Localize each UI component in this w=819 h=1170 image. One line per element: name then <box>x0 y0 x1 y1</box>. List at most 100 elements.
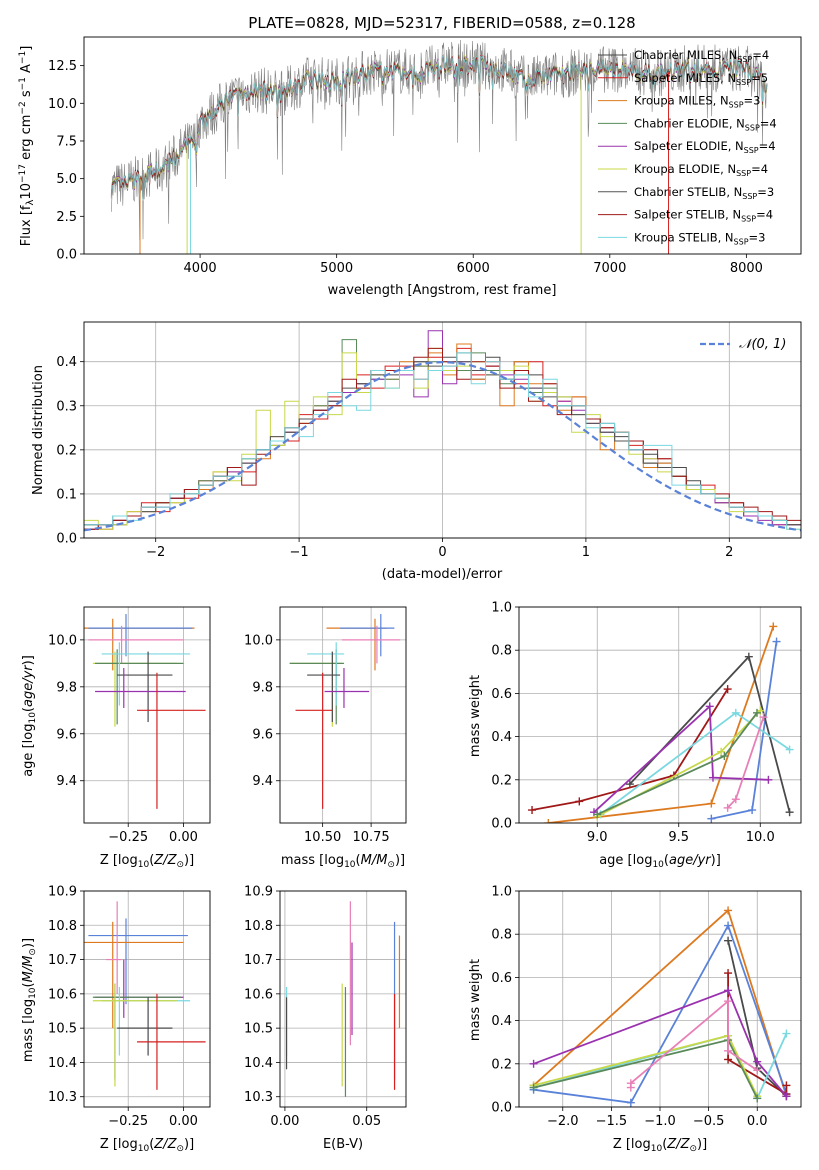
weight_vs_Z-lines <box>529 906 791 1107</box>
age_vs_mass-ytick-label: 10.0 <box>244 633 273 648</box>
age_vs_Z-xtick-label: 0.00 <box>169 830 198 845</box>
plus-marker <box>782 1092 791 1101</box>
residuals-xtick-label: 0 <box>438 545 446 560</box>
legend-subscript: SSP <box>729 101 744 110</box>
mass-vs-ebv-panel: 0.00 0.05 10.3 10.4 10.5 10.6 10.7 10.8 10.9 <box>244 885 407 1129</box>
plus-marker <box>724 1055 733 1064</box>
mass_vs_Z-ytick-label: 10.5 <box>48 1022 77 1037</box>
weight_vs_Z-xtick-label: 0.0 <box>747 1114 768 1129</box>
spectrum-lines <box>110 39 768 254</box>
legend-subscript: SSP <box>737 55 752 64</box>
plus-marker <box>724 986 733 995</box>
mass_vs_EBV-xtick-label: 0.05 <box>352 1114 381 1129</box>
residuals-ytick-label: 0.0 <box>56 532 77 547</box>
mass_vs_EBV-xtick-label: 0.00 <box>270 1114 299 1129</box>
spectrum-ylabel: Flux [fλ10−17 erg cm−2 s−1 A−1] <box>18 46 36 247</box>
plus-marker <box>731 795 740 804</box>
wZ-ylabel: mass weight <box>468 959 483 1041</box>
weight-line <box>531 688 729 811</box>
mass_vs_Z-ytick-label: 10.7 <box>48 953 77 968</box>
data-point <box>137 672 206 809</box>
residuals-ylabel: Normed distribution <box>31 365 46 495</box>
weight_vs_age-ytick-label: 0.2 <box>491 773 512 788</box>
legend-subscript: SSP <box>745 123 760 132</box>
mass_vs_Z-frame <box>83 890 211 1108</box>
legend-label: Salpeter MILES, NSSP=5 <box>634 71 768 87</box>
weight-line <box>533 989 788 1097</box>
mass_vs_EBV-ytick-label: 10.7 <box>244 953 273 968</box>
age_vs_Z-ytick-label: 9.6 <box>56 727 77 742</box>
spectrum-ytick-label: 5.0 <box>56 172 77 187</box>
plus-marker <box>723 685 732 694</box>
residuals-xtick-label: 2 <box>725 545 733 560</box>
plus-marker <box>720 752 729 761</box>
plus-marker <box>529 1083 538 1092</box>
age_vs_Z-ytick-label: 9.8 <box>56 680 77 695</box>
plus-marker <box>753 1057 762 1066</box>
weight_vs_age-frame <box>518 606 802 824</box>
weight_vs_Z-xtick-label: −2.0 <box>547 1114 579 1129</box>
plus-marker <box>724 936 733 945</box>
age_vs_mass-frame <box>279 606 407 824</box>
plus-marker <box>723 803 732 812</box>
weight-line <box>533 923 788 1104</box>
mass_vs_EBV-ytick-label: 10.5 <box>244 1022 273 1037</box>
weight-line <box>593 704 769 813</box>
legend-subscript: SSP <box>736 169 751 178</box>
residuals-xtick-label: −2 <box>146 545 165 560</box>
figure-title: PLATE=0828, MJD=52317, FIBERID=0588, z=0… <box>248 14 635 32</box>
age-vs-metallicity-panel: −0.25 0.00 9.4 9.6 9.8 10.0 <box>48 606 211 845</box>
residuals-xtick-label: −1 <box>290 545 309 560</box>
legend-subscript: SSP <box>736 78 751 87</box>
plus-marker <box>724 969 733 978</box>
weight_vs_Z-ytick-label: 1.0 <box>491 885 512 900</box>
mass_vs_EBV-points <box>285 901 401 1097</box>
plus-marker <box>769 622 778 631</box>
weight_vs_Z-ytick-label: 0.4 <box>491 1014 512 1029</box>
residuals-legend: 𝒩(0, 1) <box>700 337 786 352</box>
spectrum-xtick-label: 8000 <box>730 261 763 276</box>
ageZ-xlabel: Z [log10(Z/Z⊙)] <box>100 853 194 870</box>
data-point <box>137 993 206 1090</box>
spectrum-xtick-label: 4000 <box>184 261 217 276</box>
data-point <box>88 614 193 657</box>
residuals-ytick-label: 0.4 <box>56 355 77 370</box>
data-point <box>92 983 182 1080</box>
mass_vs_EBV-ytick-label: 10.6 <box>244 987 273 1002</box>
plus-marker <box>748 806 757 815</box>
spectrum-plot-area: 4000 5000 6000 7000 8000 0.0 2.5 5.0 7.5 10.0 12.5 <box>48 36 802 276</box>
legend-subscript: SSP <box>742 192 757 201</box>
plus-marker <box>528 806 537 815</box>
data-point <box>295 672 333 809</box>
weight_vs_Z-ytick-label: 0.2 <box>491 1057 512 1072</box>
residual-histogram-step <box>84 352 801 538</box>
weight-line <box>548 626 775 823</box>
residuals-panel: −2 −1 0 1 2 0.0 0.1 0.2 0.3 0.4 (data-model)/erro… <box>31 321 802 582</box>
legend-subscript: SSP <box>734 237 749 246</box>
legend-label: Chabrier MILES, NSSP=4 <box>634 48 769 64</box>
age_vs_Z-points <box>84 614 206 809</box>
plus-marker <box>752 708 761 717</box>
residuals-ytick-label: 0.3 <box>56 399 77 414</box>
spectrum-xtick-label: 7000 <box>593 261 626 276</box>
weight_vs_age-lines <box>528 622 794 823</box>
weight_vs_Z-frame <box>518 890 802 1108</box>
weight_vs_age-xtick-label: 9.5 <box>668 830 689 845</box>
plus-marker <box>724 906 733 915</box>
data-point <box>88 625 184 664</box>
plus-marker <box>705 702 714 711</box>
legend-subscript: SSP <box>741 215 756 224</box>
data-point <box>324 668 370 708</box>
residual-histograms <box>84 330 801 538</box>
mass_vs_Z-ytick-label: 10.4 <box>48 1056 77 1071</box>
plus-marker <box>753 1094 762 1103</box>
plus-marker <box>544 819 553 823</box>
data-point <box>95 959 184 1018</box>
mZ-xlabel: Z [log10(Z/Z⊙)] <box>100 1137 194 1154</box>
weight_vs_Z-xtick-label: −1.0 <box>644 1114 676 1129</box>
residuals-ytick-label: 0.1 <box>56 487 77 502</box>
mass_vs_EBV-ytick-label: 10.8 <box>244 919 273 934</box>
ageZ-ylabel: age [log10(age/yr)] <box>21 655 38 777</box>
plus-marker <box>785 745 794 754</box>
